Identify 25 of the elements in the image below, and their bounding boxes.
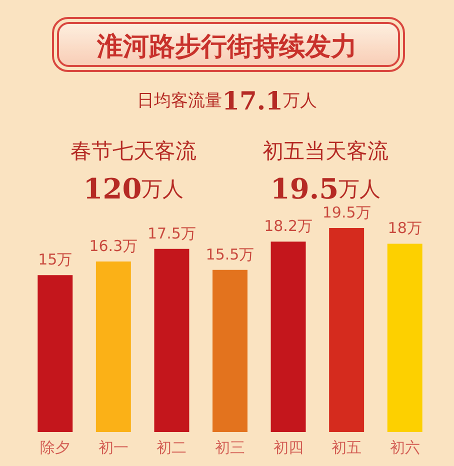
data-label: 15.5万	[206, 245, 254, 264]
bar	[154, 248, 190, 432]
x-tick-label: 除夕	[40, 438, 70, 456]
data-label: 18万	[388, 219, 422, 238]
bar	[270, 242, 306, 432]
bar	[329, 228, 364, 432]
bar	[38, 275, 73, 432]
data-label: 16.3万	[89, 236, 138, 255]
chart-title: 淮河路步行街持续发力	[96, 32, 357, 62]
x-tick-label: 初三	[215, 438, 245, 456]
data-label: 19.5万	[322, 204, 371, 222]
data-label: 18.2万	[264, 217, 312, 236]
bar	[96, 261, 131, 432]
x-tick-label: 初二	[156, 438, 187, 456]
text: 春节七天客流 120万人	[70, 139, 196, 206]
text: 日均客流量17.1万人	[137, 86, 317, 116]
x-tick-label: 初一	[98, 438, 128, 456]
x-tick-label: 初五	[332, 438, 362, 456]
data-label: 15万	[38, 250, 72, 269]
text: 初五当天客流 19.5万人	[262, 139, 388, 206]
x-tick-label: 初四	[273, 438, 304, 456]
bar	[212, 270, 248, 432]
bar	[387, 244, 422, 432]
data-label: 17.5万	[148, 224, 196, 242]
x-tick-label: 初六	[390, 438, 420, 456]
